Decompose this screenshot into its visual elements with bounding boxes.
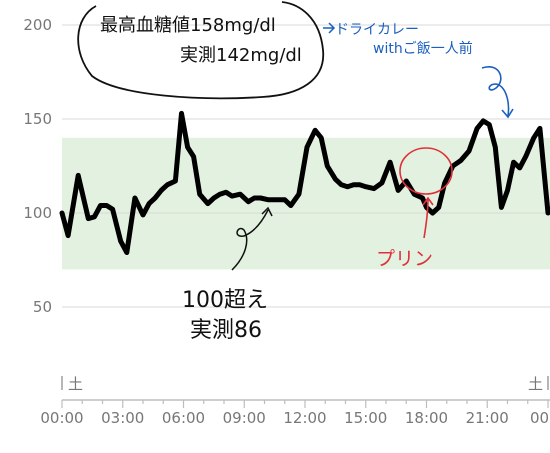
x-tick-label: 06:00	[162, 409, 205, 427]
y-tick-labels: 200 150 100 50	[23, 16, 52, 316]
curry-label-line1: ドライカレー	[335, 22, 419, 38]
low-label-line1: 100超え	[182, 288, 268, 313]
x-axis: 土 土	[61, 375, 550, 401]
x-tick-label: 18:00	[405, 409, 448, 427]
curry-label-line2: withご飯一人前	[373, 40, 473, 57]
x-tick-label: 00:	[530, 409, 550, 427]
annotation-bubble: 最高血糖値158mg/dl 実測142mg/dl	[77, 1, 324, 100]
y-tick-label: 150	[23, 110, 52, 128]
x-tick-label: 00:00	[40, 409, 83, 427]
x-tick-label: 09:00	[223, 409, 266, 427]
y-tick-label: 50	[33, 298, 52, 316]
annotation-pudding: プリン	[376, 147, 453, 270]
pudding-circle	[399, 147, 453, 195]
annotation-bubble-outline	[77, 1, 324, 100]
pudding-label: プリン	[376, 248, 433, 270]
x-tick-label: 21:00	[466, 409, 509, 427]
annotation-curry: ドライカレー withご飯一人前	[323, 22, 514, 119]
annotation-low: 100超え 実測86	[182, 206, 273, 343]
bubble-measured-text: 実測142mg/dl	[180, 45, 302, 66]
day-label-start: 土	[68, 375, 83, 393]
x-tick-marks-and-labels: 00:00 03:00 06:00 09:00 12:00 15:00 18:00 21:00…	[40, 400, 550, 427]
day-label-end: 土	[528, 375, 543, 393]
curry-arrow-small	[323, 22, 336, 34]
y-tick-label: 100	[23, 204, 52, 222]
y-tick-label: 200	[23, 16, 52, 34]
bubble-max-glucose-text: 最高血糖値158mg/dl	[100, 15, 276, 36]
pudding-arrow	[422, 196, 434, 239]
x-tick-label: 12:00	[283, 409, 326, 427]
x-tick-label: 03:00	[101, 409, 144, 427]
curry-arrow	[481, 66, 514, 119]
low-label-line2: 実測86	[190, 318, 262, 343]
low-arrow	[231, 206, 273, 271]
glucose-series-line	[59, 110, 550, 255]
x-tick-label: 15:00	[344, 409, 387, 427]
